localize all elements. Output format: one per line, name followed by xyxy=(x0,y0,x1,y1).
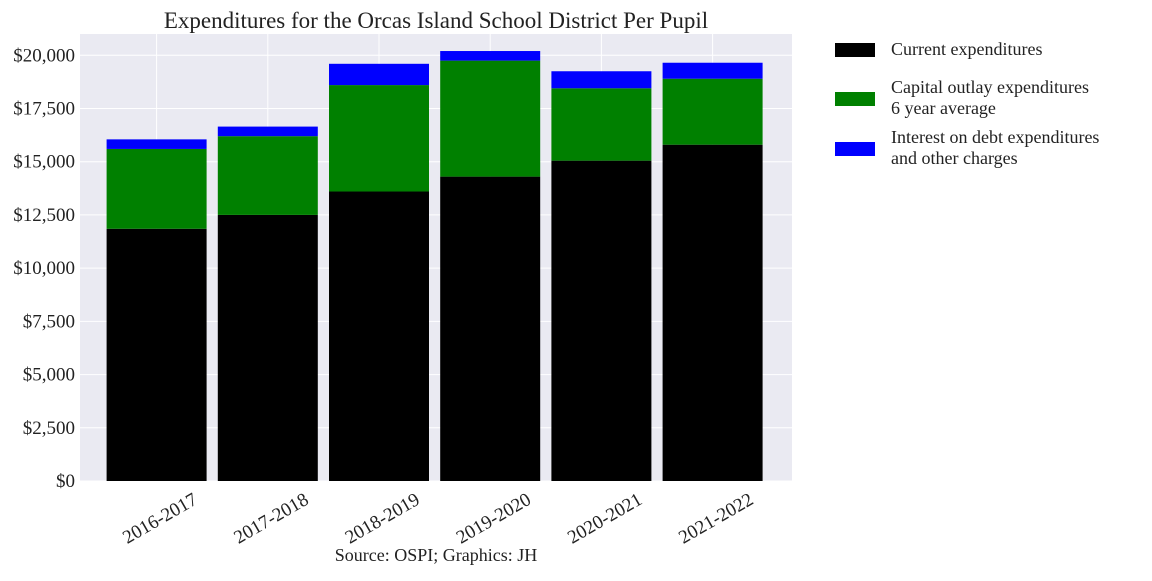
bar-segment xyxy=(217,214,318,481)
bar-segment xyxy=(106,148,207,229)
legend-swatch xyxy=(835,43,875,57)
legend-label: Capital outlay expenditures 6 year averag… xyxy=(891,77,1089,118)
y-tick-label: $20,000 xyxy=(13,45,75,66)
x-tick-label: 2018-2019 xyxy=(342,489,424,548)
bar-segment xyxy=(440,176,541,481)
bar-segment xyxy=(551,88,652,161)
x-axis-label: Source: OSPI; Graphics: JH xyxy=(335,545,537,565)
x-tick-label: 2021-2022 xyxy=(675,489,757,548)
legend: Current expenditures Capital outlay expen… xyxy=(835,39,1099,168)
y-tick-label: $12,500 xyxy=(13,205,75,226)
bar-segment xyxy=(662,144,763,481)
x-tick-label: 2016-2017 xyxy=(119,489,201,548)
x-axis-ticks: 2016-2017 2017-2018 2018-2019 2019-2020 2020… xyxy=(119,489,757,548)
bar-segment xyxy=(662,62,763,79)
bar-segment xyxy=(662,78,763,145)
bar-segment xyxy=(329,85,429,192)
bar-segment xyxy=(551,71,652,89)
bar-segment xyxy=(217,126,318,137)
x-tick-label: 2019-2020 xyxy=(453,489,535,548)
y-tick-label: $7,500 xyxy=(23,311,75,332)
bar-segment xyxy=(106,228,207,481)
y-axis-ticks: $0 $2,500 $5,000 $7,500 $10,000 $12,500 $15,00… xyxy=(13,45,75,492)
x-tick-label: 2020-2021 xyxy=(564,489,646,548)
bar-segment xyxy=(329,191,429,481)
bar-segment xyxy=(329,63,429,86)
bar-segment xyxy=(217,136,318,215)
bar-segment xyxy=(440,60,541,177)
chart-title: Expenditures for the Orcas Island School… xyxy=(164,8,708,33)
y-tick-label: $10,000 xyxy=(13,258,75,279)
y-tick-label: $17,500 xyxy=(13,99,75,120)
y-tick-label: $2,500 xyxy=(23,418,75,439)
x-tick-label: 2017-2018 xyxy=(231,489,313,548)
bar-layer xyxy=(106,51,763,481)
y-tick-label: $5,000 xyxy=(23,365,75,386)
legend-swatch xyxy=(835,92,875,106)
legend-label: Current expenditures xyxy=(891,39,1042,59)
y-tick-label: $15,000 xyxy=(13,152,75,173)
bar-segment xyxy=(551,160,652,481)
legend-swatch xyxy=(835,142,875,156)
bar-segment xyxy=(106,139,207,149)
y-tick-label: $0 xyxy=(56,471,75,492)
legend-label: Interest on debt expenditures and other c… xyxy=(891,127,1099,168)
bar-segment xyxy=(440,51,541,61)
